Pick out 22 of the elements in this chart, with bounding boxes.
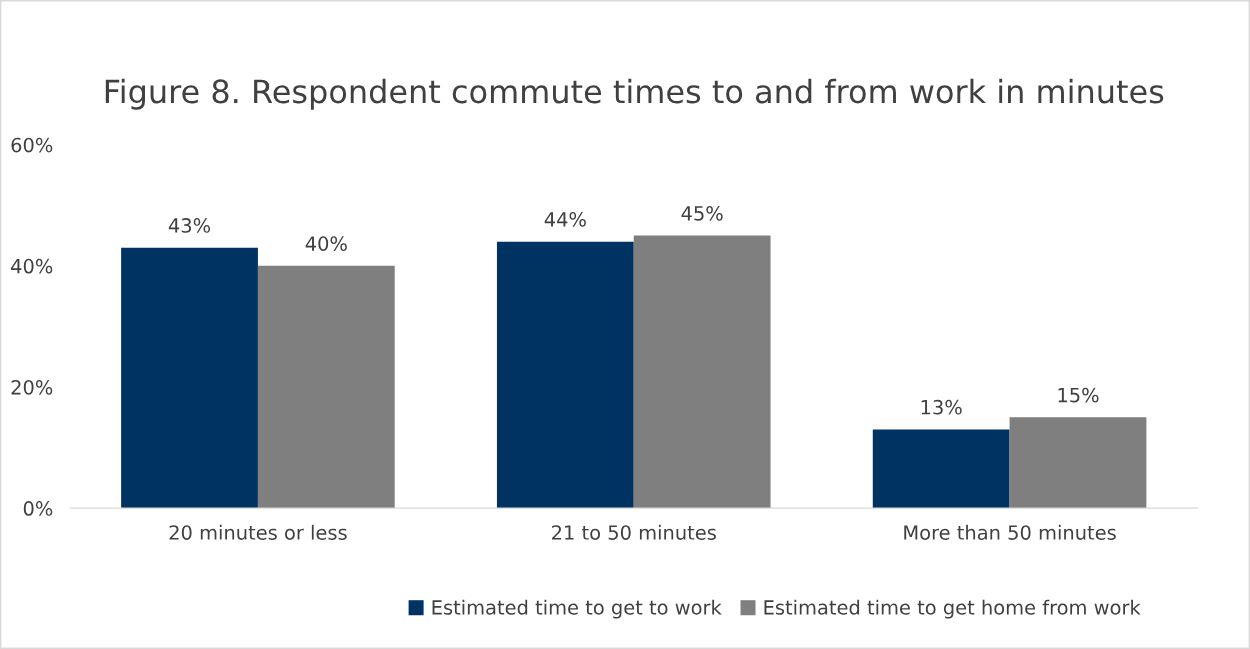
y-tick-label: 40% [11, 258, 53, 274]
x-tick-label: More than 50 minutes [904, 524, 1116, 540]
bar [1009, 417, 1147, 509]
y-tick-label: 0% [23, 501, 53, 516]
x-tick-label: 21 to 50 minutes [552, 524, 716, 540]
bar [496, 241, 634, 509]
data-label: 40% [305, 236, 347, 251]
data-label: 43% [168, 218, 211, 233]
x-tick-label: 20 minutes or less [169, 524, 347, 540]
legend-label: Estimated time to get to work [432, 599, 722, 619]
data-label: 44% [544, 212, 586, 227]
y-tick-label: 60% [11, 137, 53, 153]
bar [257, 265, 395, 509]
chart-title: Figure 8. Respondent commute times to and from work in minutes [105, 78, 1164, 110]
bar [633, 235, 771, 509]
legend-label: Estimated time to get home from work [764, 599, 1141, 619]
data-label: 45% [681, 206, 723, 221]
data-label: 15% [1058, 387, 1099, 403]
data-label: 13% [921, 399, 962, 415]
bar [121, 247, 258, 509]
y-tick-label: 20% [11, 379, 53, 395]
bar [872, 429, 1010, 509]
